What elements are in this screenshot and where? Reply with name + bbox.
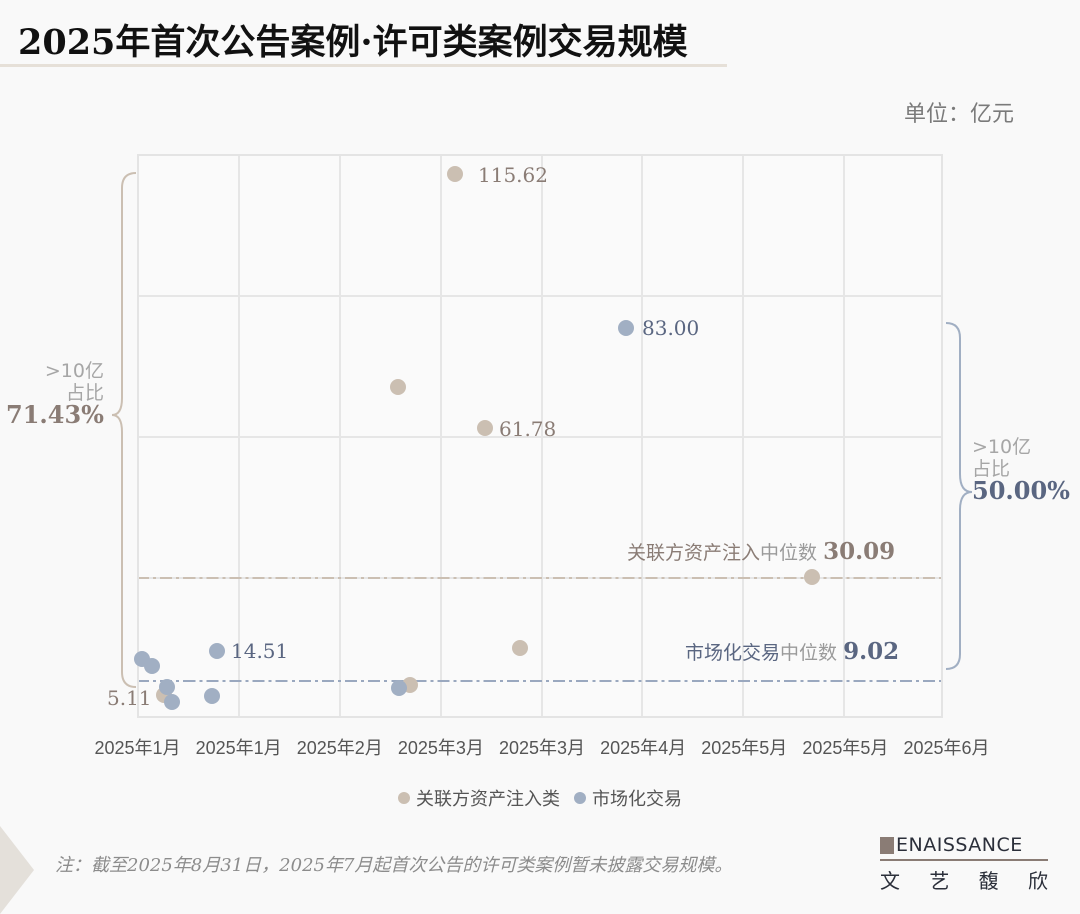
market-median-label: 市场化交易中位数 9.02 xyxy=(685,638,899,665)
legend-dot-icon xyxy=(574,792,586,804)
logo-english: ENAISSANCE xyxy=(880,834,1048,856)
related-point[interactable] xyxy=(804,569,820,585)
legend-item-market[interactable]: 市场化交易 xyxy=(574,785,682,811)
market-median-lead: 市场化交易 xyxy=(685,642,781,664)
x-axis-ticks: 2025年1月 2025年1月 2025年2月 2025年3月 2025年3月 … xyxy=(87,734,997,760)
left-brace xyxy=(111,172,137,688)
h-gridline xyxy=(139,436,941,438)
legend: 关联方资产注入类 市场化交易 xyxy=(0,785,1080,811)
logo-divider xyxy=(880,859,1048,861)
right-summary-line1: >10亿 xyxy=(972,436,1032,458)
related-point[interactable] xyxy=(390,379,406,395)
plot-area xyxy=(137,154,943,718)
point-label-14: 14.51 xyxy=(231,639,289,663)
related-point[interactable] xyxy=(447,166,463,182)
left-summary-line1: >10亿 xyxy=(44,360,104,382)
related-median-mid: 中位数 xyxy=(760,542,818,564)
x-tick: 2025年1月 xyxy=(94,738,181,758)
legend-label: 市场化交易 xyxy=(592,789,682,810)
left-summary-value: 71.43% xyxy=(6,400,104,429)
related-point[interactable] xyxy=(477,420,493,436)
legend-label: 关联方资产注入类 xyxy=(416,789,560,810)
logo-char: 艺 xyxy=(929,869,950,893)
footnote: 注：截至2025年8月31日，2025年7月起首次公告的许可类案例暂未披露交易规… xyxy=(55,855,733,876)
logo-r-mark-icon xyxy=(880,836,894,854)
legend-item-related[interactable]: 关联方资产注入类 xyxy=(398,785,560,811)
market-point[interactable] xyxy=(159,679,175,695)
unit-label: 单位：亿元 xyxy=(903,102,1014,127)
x-tick: 2025年5月 xyxy=(701,738,788,758)
h-gridline xyxy=(139,295,941,297)
market-point[interactable] xyxy=(209,643,225,659)
right-summary: >10亿 占比 50.00% xyxy=(972,436,1080,505)
title-underline xyxy=(0,64,727,67)
related-median-label: 关联方资产注入中位数 30.09 xyxy=(627,538,895,565)
point-label-115: 115.62 xyxy=(478,163,548,187)
point-label-83: 83.00 xyxy=(642,316,700,340)
related-median-line xyxy=(139,577,941,579)
legend-dot-icon xyxy=(398,792,410,804)
market-point[interactable] xyxy=(144,658,160,674)
market-point[interactable] xyxy=(391,680,407,696)
x-tick: 2025年1月 xyxy=(195,738,282,758)
logo-char: 欣 xyxy=(1027,869,1048,893)
logo-char: 文 xyxy=(880,869,900,893)
right-brace xyxy=(945,322,973,670)
logo-chinese: 文 艺 馥 欣 xyxy=(880,865,1048,894)
x-tick: 2025年3月 xyxy=(498,738,586,758)
market-point[interactable] xyxy=(164,694,180,710)
related-median-lead: 关联方资产注入 xyxy=(627,542,761,564)
market-point[interactable] xyxy=(618,320,634,336)
market-median-mid: 中位数 xyxy=(780,642,838,664)
chart-title: 2025年首次公告案例·许可类案例交易规模 xyxy=(18,22,688,63)
x-tick: 2025年3月 xyxy=(397,738,484,758)
point-label-5: 5.11 xyxy=(107,686,152,710)
note-arrow-icon xyxy=(0,826,34,914)
related-median-value: 30.09 xyxy=(823,538,896,565)
right-summary-value: 50.00% xyxy=(972,476,1070,505)
logo-char: 馥 xyxy=(978,869,999,893)
right-summary-line2: 占比 xyxy=(972,458,1011,480)
market-median-line xyxy=(139,680,941,682)
left-summary: >10亿 占比 71.43% xyxy=(4,360,104,429)
logo-english-text: ENAISSANCE xyxy=(896,834,1023,856)
x-tick: 2025年6月 xyxy=(903,738,990,758)
point-label-61: 61.78 xyxy=(499,417,557,441)
related-point[interactable] xyxy=(512,640,528,656)
x-tick: 2025年4月 xyxy=(600,738,687,758)
market-point[interactable] xyxy=(204,688,220,704)
left-summary-line2: 占比 xyxy=(65,382,104,404)
brand-logo: ENAISSANCE 文 艺 馥 欣 xyxy=(880,834,1048,894)
market-median-value: 9.02 xyxy=(843,638,900,665)
x-tick: 2025年2月 xyxy=(296,738,383,758)
x-tick: 2025年5月 xyxy=(802,738,889,758)
